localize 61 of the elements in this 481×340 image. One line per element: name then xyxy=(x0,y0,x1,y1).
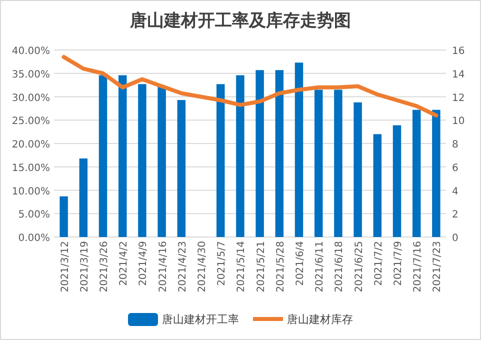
x-tick-label: 2021/5/14 xyxy=(236,241,248,292)
x-tick-label: 2021/4/30 xyxy=(197,241,208,292)
x-tick-label: 2021/7/23 xyxy=(432,241,444,292)
x-tick-label: 2021/3/12 xyxy=(60,241,71,292)
bar xyxy=(294,62,304,237)
bar xyxy=(236,75,244,237)
x-tick-label: 2021/6/4 xyxy=(295,241,306,286)
bar xyxy=(256,70,264,237)
y2-tick-label: 6 xyxy=(452,162,458,174)
bar xyxy=(314,90,323,237)
x-tick-label: 2021/3/26 xyxy=(99,241,110,292)
chart-title: 唐山建材开工率及库存走势图 xyxy=(129,11,351,31)
x-tick-label: 2021/6/18 xyxy=(334,241,346,292)
x-tick-label: 2021/5/28 xyxy=(275,241,286,292)
bar xyxy=(432,110,440,237)
y2-tick-label: 4 xyxy=(452,186,458,198)
y-tick-label: 5.00% xyxy=(18,210,50,221)
y-tick-label: 40.00% xyxy=(12,46,50,57)
y-tick-label: 0.00% xyxy=(18,233,50,244)
x-tick-label: 2021/4/16 xyxy=(158,241,169,292)
bar xyxy=(412,110,421,237)
bar xyxy=(177,100,186,237)
y-tick-label: 20.00% xyxy=(12,140,50,150)
y2-tick-label: 14 xyxy=(452,69,465,80)
x-tick-label: 2021/7/16 xyxy=(412,241,424,292)
x-tick-label: 2021/5/7 xyxy=(216,241,228,286)
x-tick-label: 2021/6/11 xyxy=(314,241,326,292)
x-tick-label: 2021/4/9 xyxy=(138,241,150,286)
x-tick-label: 2021/4/23 xyxy=(177,241,188,292)
x-tick-label: 2021/5/21 xyxy=(256,241,267,292)
y-tick-label: 35.00% xyxy=(12,69,50,80)
bar xyxy=(392,125,402,237)
bar xyxy=(138,84,146,237)
bar xyxy=(216,84,225,237)
y-tick-label: 10.00% xyxy=(12,186,50,198)
bar xyxy=(118,75,127,237)
x-tick-label: 2021/3/19 xyxy=(79,241,90,292)
y2-tick-label: 16 xyxy=(452,46,465,57)
y2-tick-label: 10 xyxy=(452,116,465,128)
y2-tick-label: 0 xyxy=(452,233,458,244)
x-tick-label: 2021/7/9 xyxy=(393,241,404,286)
legend-label: 唐山建材开工率 xyxy=(162,313,239,326)
bar xyxy=(275,70,284,237)
y2-tick-label: 12 xyxy=(452,92,465,104)
y2-tick-label: 2 xyxy=(452,210,458,221)
x-tick-label: 2021/6/25 xyxy=(354,241,365,292)
y2-tick-label: 8 xyxy=(452,140,458,150)
y-tick-label: 25.00% xyxy=(12,116,50,128)
bar xyxy=(354,102,362,237)
x-tick-label: 2021/7/2 xyxy=(373,241,384,286)
x-tick-label: 2021/4/2 xyxy=(118,241,130,286)
legend-label: 唐山建材库存 xyxy=(287,313,353,326)
bar xyxy=(158,86,166,237)
bar xyxy=(98,75,108,237)
bar xyxy=(373,134,382,237)
y-tick-label: 30.00% xyxy=(12,92,50,104)
bar xyxy=(60,196,68,237)
line-series xyxy=(62,55,438,118)
bar xyxy=(79,158,88,237)
bar xyxy=(334,90,342,237)
y-tick-label: 15.00% xyxy=(12,162,50,174)
